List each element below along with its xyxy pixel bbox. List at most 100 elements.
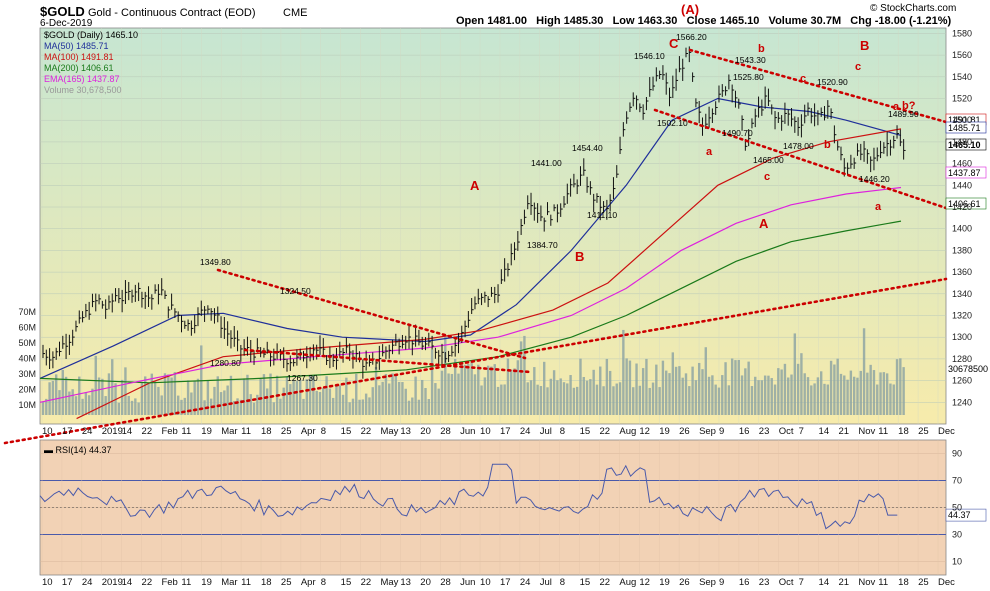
volume-bar	[295, 381, 299, 415]
volume-bar	[411, 397, 414, 415]
price-tick-label: 1420	[952, 202, 972, 212]
volume-bar	[434, 383, 437, 415]
x-tick-label: May	[380, 426, 398, 437]
volume-bar	[322, 387, 325, 415]
volume-bar	[157, 386, 160, 415]
price-point-label: 1546.10	[634, 51, 665, 61]
volume-bar	[223, 390, 226, 415]
x-tick-label: 24	[82, 426, 93, 437]
volume-bar	[684, 373, 688, 415]
volume-bar	[282, 387, 285, 415]
volume-bar	[780, 369, 783, 415]
exchange: CME	[283, 7, 308, 19]
volume-bar	[635, 363, 638, 415]
volume-bar	[740, 375, 744, 415]
rsi-tick-label: 50	[952, 503, 962, 513]
volume-bar	[394, 374, 398, 415]
volume-bar	[612, 386, 615, 415]
wave-label: b	[824, 139, 831, 151]
volume-bar	[318, 392, 322, 415]
volume-bar	[503, 384, 506, 415]
wave-label: a	[893, 101, 900, 113]
volume-bar	[869, 364, 872, 415]
volume-bar	[341, 394, 345, 415]
wave-label: (A)	[681, 2, 699, 17]
volume-bar	[71, 389, 74, 415]
volume-bar	[407, 400, 411, 415]
volume-bar	[638, 385, 642, 415]
x-tick-label: 8	[560, 426, 565, 437]
x-tick-label: 18	[898, 426, 909, 437]
volume-bar	[523, 335, 526, 415]
volume-bar	[87, 395, 91, 415]
volume-bar	[734, 360, 737, 415]
volume-bar	[51, 380, 55, 415]
volume-bar	[97, 377, 101, 415]
volume-bar	[533, 367, 536, 415]
volume-bar	[289, 384, 292, 415]
volume-bar	[727, 385, 731, 415]
volume-bar	[308, 375, 312, 415]
x-tick-label: 18	[261, 426, 272, 437]
volume-bar	[661, 360, 665, 415]
volume-bar	[866, 372, 869, 415]
x-tick-label: 12	[639, 577, 650, 588]
volume-bar	[671, 352, 675, 415]
volume-bar	[899, 358, 902, 415]
x-tick-label: 19	[659, 426, 670, 437]
volume-bar	[226, 385, 229, 415]
volume-bar	[575, 386, 579, 415]
x-tick-label: Jul	[540, 426, 552, 437]
volume-bar	[430, 349, 434, 415]
x-tick-label: Sep	[699, 426, 716, 437]
x-tick-label: 15	[580, 577, 591, 588]
volume-bar	[460, 364, 463, 415]
x-tick-label: 25	[281, 426, 292, 437]
volume-bar	[572, 387, 576, 415]
x-tick-label: 22	[600, 577, 611, 588]
volume-bar	[358, 399, 361, 415]
volume-bar	[529, 380, 533, 415]
wave-label: A	[759, 216, 769, 231]
rsi-tick-label: 30	[952, 530, 962, 540]
high-value: 1485.30	[563, 15, 604, 27]
volume-bar	[81, 398, 84, 415]
x-tick-label: 21	[838, 577, 849, 588]
close-value: 1465.10	[719, 15, 760, 27]
price-point-label: 1446.20	[859, 174, 890, 184]
volume-bar	[879, 372, 882, 415]
x-tick-label: 22	[142, 426, 153, 437]
volume-bar	[790, 374, 793, 415]
volume-bar	[249, 394, 252, 415]
volume-bar	[496, 386, 500, 415]
volume-bar	[704, 347, 707, 415]
volume-bar	[602, 386, 605, 415]
x-tick-label: Dec	[938, 577, 955, 588]
volume-bar	[750, 386, 754, 415]
low-label: Low	[612, 15, 635, 27]
chart-date: 6-Dec-2019	[40, 18, 93, 29]
volume-bar	[473, 374, 477, 415]
volume-bar	[816, 377, 820, 415]
volume-bar	[84, 392, 88, 415]
volume-bar	[632, 387, 635, 415]
volume-bar	[648, 387, 651, 415]
x-tick-label: 25	[918, 577, 929, 588]
volume-bar	[885, 373, 889, 415]
volume-bar	[61, 369, 64, 415]
volume-tick-label: 40M	[18, 354, 36, 364]
volume-bar	[625, 358, 628, 415]
volume-tick-label: 60M	[18, 323, 36, 333]
price-tick-label: 1360	[952, 267, 972, 277]
high-label: High	[536, 15, 561, 27]
x-tick-label: 10	[42, 426, 53, 437]
x-tick-label: 16	[739, 426, 750, 437]
volume-bar	[384, 373, 388, 415]
x-tick-label: 17	[62, 426, 73, 437]
copyright: © StockCharts.com	[870, 3, 957, 14]
x-tick-label: 13	[400, 577, 411, 588]
rsi-value-box	[945, 508, 987, 522]
rsi-line	[39, 463, 898, 530]
price-point-label: 1280.80	[210, 358, 241, 368]
volume-bar	[826, 384, 829, 415]
